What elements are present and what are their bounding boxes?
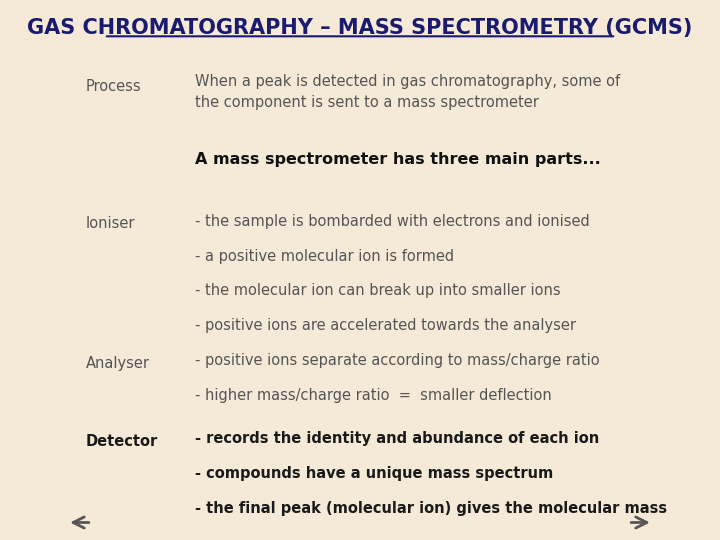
Text: Analyser: Analyser [86,356,150,371]
Text: - the final peak (molecular ion) gives the molecular mass: - the final peak (molecular ion) gives t… [195,501,667,516]
Text: Detector: Detector [86,434,158,449]
Text: - the molecular ion can break up into smaller ions: - the molecular ion can break up into sm… [195,284,561,299]
Text: - positive ions are accelerated towards the analyser: - positive ions are accelerated towards … [195,319,576,333]
Text: - compounds have a unique mass spectrum: - compounds have a unique mass spectrum [195,466,554,481]
Text: - records the identity and abundance of each ion: - records the identity and abundance of … [195,431,600,446]
Text: A mass spectrometer has three main parts...: A mass spectrometer has three main parts… [195,152,601,167]
Text: Process: Process [86,79,141,94]
Text: - positive ions separate according to mass/charge ratio: - positive ions separate according to ma… [195,353,600,368]
Text: - a positive molecular ion is formed: - a positive molecular ion is formed [195,248,454,264]
Text: - higher mass/charge ratio  =  smaller deflection: - higher mass/charge ratio = smaller def… [195,388,552,403]
Text: When a peak is detected in gas chromatography, some of
the component is sent to : When a peak is detected in gas chromatog… [195,74,621,110]
Text: - the sample is bombarded with electrons and ionised: - the sample is bombarded with electrons… [195,214,590,228]
Text: Ioniser: Ioniser [86,217,135,231]
Text: GAS CHROMATOGRAPHY – MASS SPECTROMETRY (GCMS): GAS CHROMATOGRAPHY – MASS SPECTROMETRY (… [27,17,693,37]
